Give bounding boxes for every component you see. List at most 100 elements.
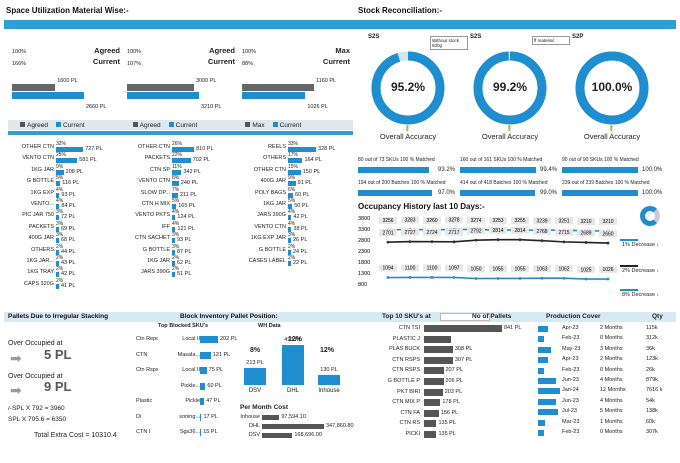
material-value: 164 PL	[304, 157, 322, 164]
block-item-bar	[200, 413, 202, 421]
space-current-value: 1026 PL	[307, 104, 328, 110]
material-bar	[172, 181, 179, 187]
prodcover-date: Jun-23	[562, 397, 579, 404]
material-name: OTHER CTN	[137, 144, 170, 150]
block-item-name: Plastic	[136, 398, 153, 404]
data-label: 2814	[492, 228, 503, 234]
material-bar	[56, 283, 59, 289]
space-title-2: Current	[92, 57, 120, 66]
data-label-bg	[489, 265, 507, 273]
material-value: 121 PL	[177, 225, 195, 232]
prodcover-date: Apr-23	[562, 356, 579, 363]
data-label-bg	[467, 227, 485, 235]
data-label: 2724	[426, 230, 437, 236]
material-bar	[172, 261, 175, 266]
series-point	[386, 240, 390, 244]
cost-value: 168,696.00	[294, 432, 322, 438]
accuracy-donut	[575, 51, 649, 125]
stock-bar-1	[562, 167, 638, 173]
material-value: 38 PL	[293, 225, 308, 232]
material-value: 93 PL	[61, 191, 76, 198]
y-tick: 2300	[358, 249, 370, 255]
data-label: 1063	[536, 266, 547, 272]
up-arrow-icon: ⬆	[506, 124, 513, 133]
block-item-code: Local II	[182, 367, 200, 373]
prodcover-date: Jul-23	[562, 408, 577, 415]
data-label: 3283	[404, 218, 415, 224]
wh-value: 493 PL	[284, 337, 302, 343]
over-occupied-value-1: 5 PL	[44, 347, 72, 362]
space-current-bar	[127, 92, 199, 99]
data-label: 3210	[580, 219, 591, 225]
material-bar	[288, 215, 292, 221]
material-name: 1KG JAR	[31, 166, 54, 173]
prodcover-months: 4 Months	[600, 377, 623, 383]
space-pct-2: 107%	[127, 61, 142, 67]
stock-tag: S2P	[572, 34, 584, 40]
material-bar	[288, 204, 293, 209]
prodcover-qty: 312k	[646, 335, 658, 342]
wh-name: DSV	[248, 388, 262, 394]
series-point	[452, 240, 456, 244]
over-occupied-label-2: Over Occupied at	[8, 373, 63, 380]
series-point	[540, 276, 544, 280]
series-point	[496, 276, 500, 280]
y-tick: 1800	[358, 260, 370, 266]
material-bar	[56, 169, 64, 175]
prodcover-months: 1 Months	[600, 418, 623, 425]
material-value: 93 PL	[177, 237, 192, 244]
space-title-1: Max	[335, 46, 350, 55]
material-value: 50 PL	[294, 203, 309, 209]
series-point	[452, 276, 456, 279]
accuracy-donut	[371, 51, 445, 125]
series-point	[606, 277, 610, 281]
top10-bar	[424, 325, 502, 332]
material-pct: 33%	[288, 141, 299, 147]
block-title: Block Inventory Pallet Position:	[180, 313, 278, 320]
series-point	[606, 241, 610, 245]
space-current-value: 2660 PL	[86, 104, 107, 110]
legend-line	[620, 265, 638, 267]
cost-value: 97,594.10	[281, 414, 306, 420]
legend-current-2: Current	[168, 122, 197, 129]
prodcover-months: 12 Months	[600, 387, 626, 394]
accuracy-label: Overall Accuracy	[481, 132, 539, 141]
top10-title: Top 10 SKU's at	[382, 313, 431, 320]
block-item-bar	[200, 351, 211, 359]
space-agreed-bar	[242, 84, 314, 91]
material-pct: 2%	[172, 255, 180, 261]
stock-val-1: 99.4%	[540, 167, 558, 173]
material-pct: 3%	[56, 232, 64, 239]
top10-input[interactable]	[440, 313, 490, 321]
up-arrow-icon: ⬆	[608, 124, 615, 133]
wh-bar	[318, 374, 340, 385]
data-label-bg	[423, 228, 441, 236]
wh-title: WH Data	[258, 323, 281, 329]
stock-bar-2	[562, 190, 638, 196]
material-bar	[56, 238, 59, 244]
data-label: 1055	[514, 267, 525, 273]
prodcover-qty: 307k	[646, 429, 658, 435]
y-tick: 1300	[358, 271, 370, 277]
material-bar	[288, 169, 301, 175]
data-label-bg	[445, 264, 463, 272]
prodcover-bar	[538, 409, 558, 416]
material-pct: 15%	[288, 163, 299, 170]
accuracy-value: 95.2%	[390, 80, 426, 94]
top10-value: 178 PL	[442, 399, 460, 406]
material-name: 1KG EXP JAR	[250, 235, 286, 242]
legend-current-1: Current	[55, 122, 85, 129]
data-label: 1055	[492, 267, 503, 273]
prodcover-months: 0 Months	[600, 335, 623, 342]
wh-pct-dsv: 8%	[250, 347, 261, 354]
material-name: G BOTTLE	[258, 246, 286, 253]
material-name: CASES LABEL	[248, 258, 286, 264]
calc-line-1: /-SPL X 792 = 3960	[8, 405, 65, 412]
block-item-name: Ctn Repc	[136, 336, 158, 342]
series-point	[540, 239, 544, 243]
space-current-bar	[12, 92, 84, 99]
series-point	[518, 238, 522, 242]
material-bar	[172, 169, 182, 175]
block-item-value: 47 PL	[206, 398, 221, 404]
material-pct: 2%	[288, 243, 296, 250]
